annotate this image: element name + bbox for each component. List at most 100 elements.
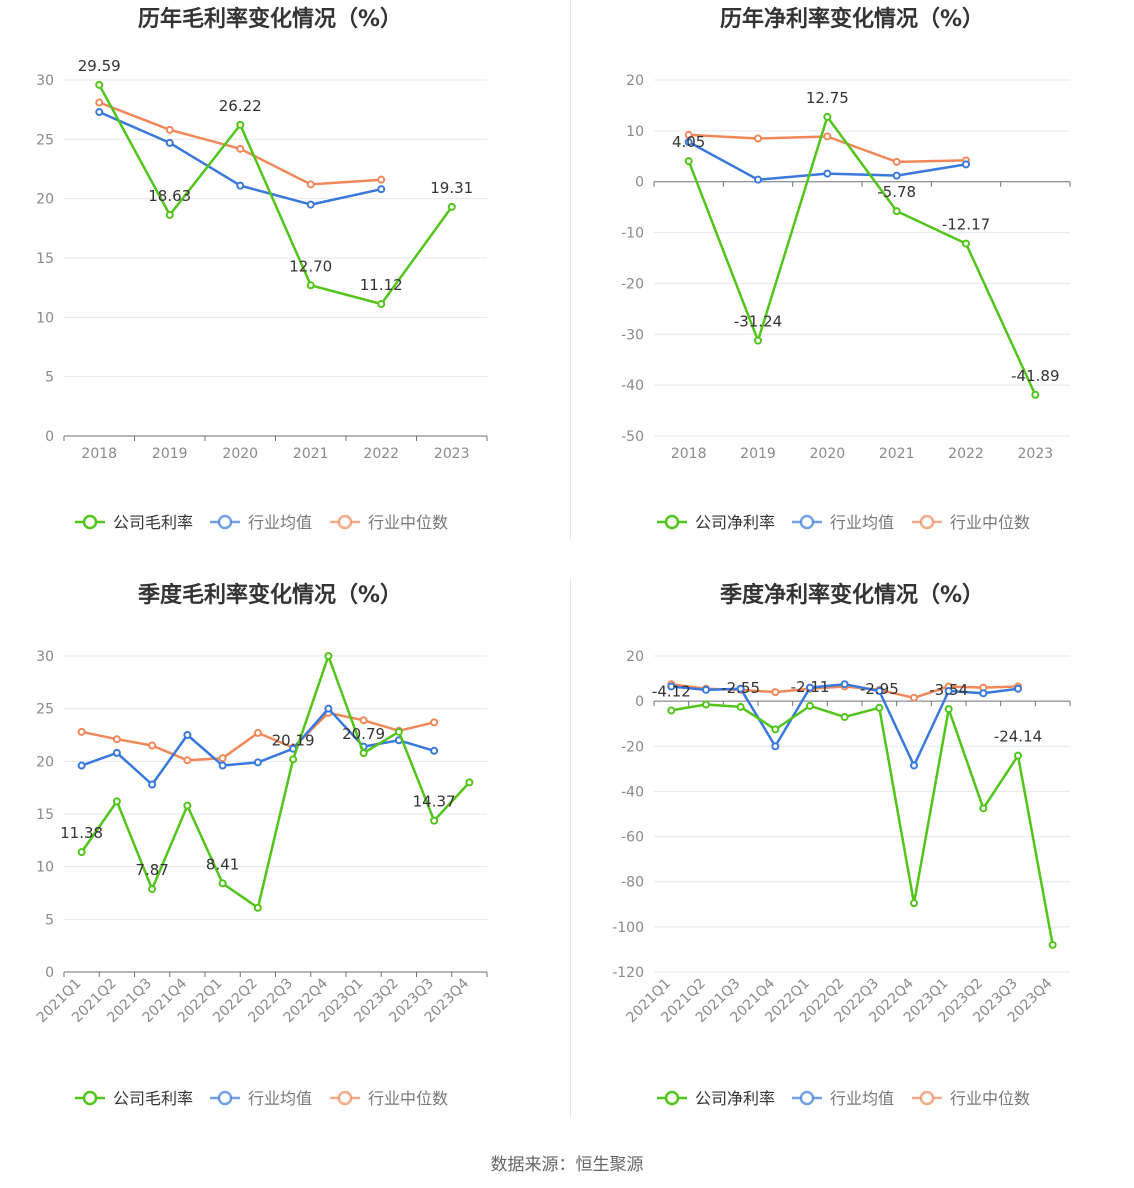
data-point-industry-avg[interactable] [806,683,814,692]
data-point-company[interactable] [465,778,474,787]
data-point-company[interactable] [289,755,298,764]
legend-item-company[interactable]: 公司毛利率 [75,1089,193,1108]
series-line-company [687,115,1037,396]
data-point-company[interactable] [684,157,693,166]
data-point-company[interactable] [875,703,884,712]
data-point-industry-avg[interactable] [684,138,693,147]
data-point-company[interactable] [236,120,245,129]
data-point-industry-avg[interactable] [253,758,262,767]
legend-item-company[interactable]: 公司净利率 [657,1089,775,1108]
data-point-industry-median[interactable] [236,144,245,153]
data-point-industry-median[interactable] [183,756,192,765]
data-point-company[interactable] [148,885,157,894]
data-point-industry-median[interactable] [754,134,762,143]
legend-item-industry-avg[interactable]: 行业均值 [210,513,312,532]
data-point-company[interactable] [183,801,192,810]
data-point-company[interactable] [112,797,121,806]
data-point-company[interactable] [1031,390,1040,399]
data-point-industry-avg[interactable] [892,171,901,180]
data-point-company[interactable] [754,336,762,345]
data-point-company[interactable] [979,804,988,813]
data-point-company[interactable] [1048,940,1057,949]
data-point-industry-avg[interactable] [702,685,710,694]
data-point-industry-median[interactable] [430,718,439,727]
data-point-industry-avg[interactable] [324,704,333,713]
data-point-industry-median[interactable] [359,716,368,725]
legend-item-industry-median[interactable]: 行业中位数 [912,513,1030,532]
data-point-industry-avg[interactable] [910,761,918,770]
data-point-company[interactable] [218,879,227,888]
data-point-company[interactable] [667,706,676,715]
data-point-industry-avg[interactable] [823,169,832,178]
legend-item-industry-median[interactable]: 行业中位数 [330,1089,448,1108]
data-point-industry-avg[interactable] [377,185,386,194]
data-point-company[interactable] [306,281,315,290]
data-point-company[interactable] [77,848,86,857]
data-point-industry-avg[interactable] [875,686,884,695]
data-point-industry-avg[interactable] [430,746,439,755]
legend-item-company[interactable]: 公司毛利率 [75,513,193,532]
data-point-company[interactable] [736,702,745,711]
data-point-company[interactable] [962,239,970,248]
legend-item-industry-median[interactable]: 行业中位数 [912,1089,1030,1108]
data-point-company[interactable] [165,210,174,219]
data-point-company[interactable] [702,700,710,709]
data-point-industry-median[interactable] [892,157,901,166]
data-point-company[interactable] [359,749,368,758]
data-point-industry-median[interactable] [306,180,315,189]
data-point-company[interactable] [944,705,953,714]
data-point-industry-median[interactable] [253,728,262,737]
data-source-note: 数据来源：恒生聚源 [490,1155,644,1175]
legend-item-industry-avg[interactable]: 行业均值 [792,1089,894,1108]
data-point-industry-median[interactable] [823,132,832,141]
data-point-company[interactable] [1014,751,1022,760]
y-tick-label: 5 [45,370,54,386]
data-point-industry-median[interactable] [148,741,157,750]
data-point-company[interactable] [892,207,901,216]
data-point-industry-avg[interactable] [1014,684,1022,693]
data-point-industry-median[interactable] [684,130,693,139]
data-point-industry-median[interactable] [77,727,86,736]
data-point-industry-avg[interactable] [95,108,104,117]
data-point-industry-avg[interactable] [736,684,745,693]
data-point-industry-avg[interactable] [165,138,174,147]
data-point-industry-avg[interactable] [962,160,970,169]
data-point-industry-avg[interactable] [112,748,121,757]
data-point-company[interactable] [95,80,104,89]
data-point-company[interactable] [430,816,439,825]
data-point-industry-median[interactable] [218,754,227,763]
data-point-industry-median[interactable] [377,175,386,184]
data-point-industry-avg[interactable] [183,731,192,739]
legend-item-industry-avg[interactable]: 行业均值 [792,513,894,532]
data-point-industry-avg[interactable] [306,200,315,209]
data-point-company[interactable] [253,903,262,912]
data-point-company[interactable] [806,701,814,710]
data-point-industry-avg[interactable] [754,175,762,184]
data-point-industry-median[interactable] [112,735,121,744]
data-point-company[interactable] [447,202,456,211]
data-point-industry-median[interactable] [910,693,918,702]
data-point-industry-median[interactable] [95,98,104,107]
data-point-industry-avg[interactable] [218,761,227,770]
data-point-industry-avg[interactable] [667,682,676,691]
data-point-industry-avg[interactable] [77,761,86,770]
data-point-company[interactable] [324,652,333,660]
data-point-company[interactable] [910,899,918,908]
legend-item-industry-avg[interactable]: 行业均值 [210,1089,312,1108]
data-point-industry-median[interactable] [771,688,780,697]
data-point-company[interactable] [377,300,386,309]
data-point-company[interactable] [823,112,832,121]
data-point-industry-avg[interactable] [148,780,157,789]
data-point-company[interactable] [771,725,780,734]
data-point-industry-median[interactable] [165,125,174,134]
data-point-industry-avg[interactable] [236,181,245,190]
legend-item-company[interactable]: 公司净利率 [657,513,775,532]
data-point-company[interactable] [394,727,403,736]
data-point-industry-avg[interactable] [840,680,849,689]
data-label: 12.75 [806,89,849,107]
data-point-industry-avg[interactable] [771,742,780,751]
legend-item-industry-median[interactable]: 行业中位数 [330,513,448,532]
data-point-industry-avg[interactable] [944,686,953,695]
data-point-industry-avg[interactable] [979,689,988,698]
data-point-company[interactable] [840,712,849,721]
